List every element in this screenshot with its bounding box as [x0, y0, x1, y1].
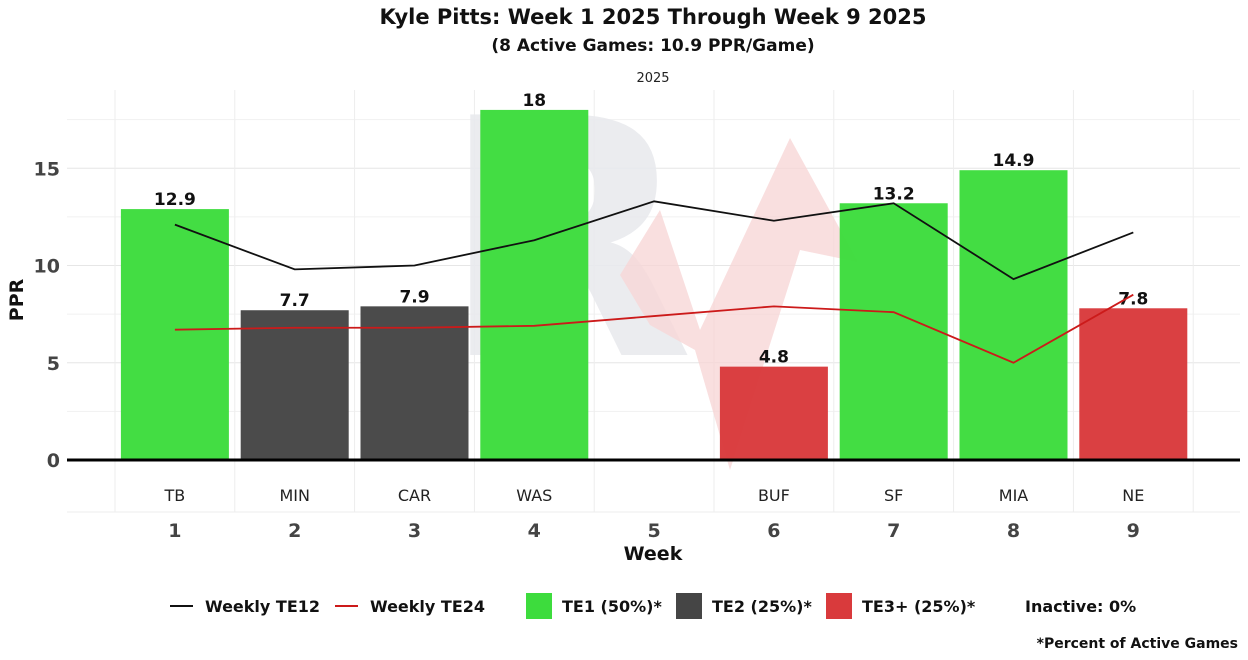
bar-week-8 — [959, 170, 1068, 460]
y-tick-label: 10 — [34, 256, 60, 278]
opponent-label-week-7: SF — [884, 486, 903, 505]
season-label: 2025 — [636, 71, 669, 86]
data-label-week-3: 7.9 — [399, 287, 429, 307]
line-weekly-te12 — [174, 200, 1134, 281]
bar-week-9 — [1079, 308, 1188, 460]
legend: Weekly TE12 Weekly TE24 TE1 (50%)* TE2 (… — [170, 593, 1136, 619]
x-axis-ticks: 1 2 3 4 5 6 7 8 9 — [168, 520, 1140, 542]
legend-inactive-label: Inactive: 0% — [1025, 597, 1136, 616]
x-tick-label: 3 — [408, 520, 421, 542]
x-tick-label: 1 — [168, 520, 181, 542]
opponent-labels: TB MIN CAR WAS BUF SF MIA NE — [164, 486, 1145, 505]
opponent-label-week-3: CAR — [398, 486, 431, 505]
legend-te3-label: TE3+ (25%)* — [862, 597, 976, 616]
line-series — [174, 200, 1134, 364]
data-labels: 12.9 7.7 7.9 18 4.8 13.2 14.9 7.8 — [154, 91, 1148, 368]
legend-te1-swatch — [526, 593, 552, 619]
data-label-week-7: 13.2 — [873, 184, 915, 204]
legend-te12-label: Weekly TE12 — [205, 597, 320, 616]
x-tick-label: 6 — [767, 520, 780, 542]
line-weekly-te24 — [174, 293, 1134, 364]
chart-subtitle: (8 Active Games: 10.9 PPR/Game) — [491, 36, 814, 56]
legend-te2-label: TE2 (25%)* — [712, 597, 812, 616]
y-axis-label: PPR — [6, 278, 28, 321]
legend-te24-label: Weekly TE24 — [370, 597, 485, 616]
y-tick-label: 15 — [34, 158, 60, 180]
x-axis-label: Week — [624, 543, 683, 565]
bar-week-4 — [480, 109, 589, 461]
data-label-week-2: 7.7 — [280, 291, 310, 311]
opponent-label-week-1: TB — [164, 486, 186, 505]
x-tick-label: 9 — [1127, 520, 1140, 542]
x-tick-label: 2 — [288, 520, 301, 542]
footnote: *Percent of Active Games — [1037, 636, 1238, 652]
opponent-label-week-8: MIA — [999, 486, 1029, 505]
x-tick-label: 4 — [528, 520, 541, 542]
legend-te1-label: TE1 (50%)* — [562, 597, 662, 616]
opponent-label-week-4: WAS — [516, 486, 552, 505]
legend-te3-swatch — [826, 593, 852, 619]
bar-week-1 — [120, 209, 229, 460]
opponent-label-week-9: NE — [1122, 486, 1144, 505]
x-tick-label: 7 — [887, 520, 900, 542]
data-label-week-8: 14.9 — [993, 151, 1035, 171]
bar-week-6 — [719, 366, 828, 460]
y-tick-label: 5 — [47, 353, 60, 375]
x-tick-label: 8 — [1007, 520, 1020, 542]
y-tick-label: 0 — [47, 450, 60, 472]
bar-week-7 — [839, 203, 948, 460]
opponent-label-week-2: MIN — [279, 486, 310, 505]
chart-title: Kyle Pitts: Week 1 2025 Through Week 9 2… — [380, 5, 927, 29]
bar-series — [120, 109, 1188, 461]
opponent-label-week-6: BUF — [758, 486, 790, 505]
data-label-week-1: 12.9 — [154, 190, 196, 210]
bar-week-2 — [240, 310, 349, 460]
data-label-week-6: 4.8 — [759, 348, 789, 368]
legend-te2-swatch — [676, 593, 702, 619]
data-label-week-4: 18 — [522, 91, 546, 111]
data-label-week-9: 7.8 — [1118, 289, 1148, 309]
bar-week-3 — [360, 306, 469, 460]
y-axis-ticks: 0 5 10 15 — [34, 158, 60, 472]
x-tick-label: 5 — [647, 520, 660, 542]
